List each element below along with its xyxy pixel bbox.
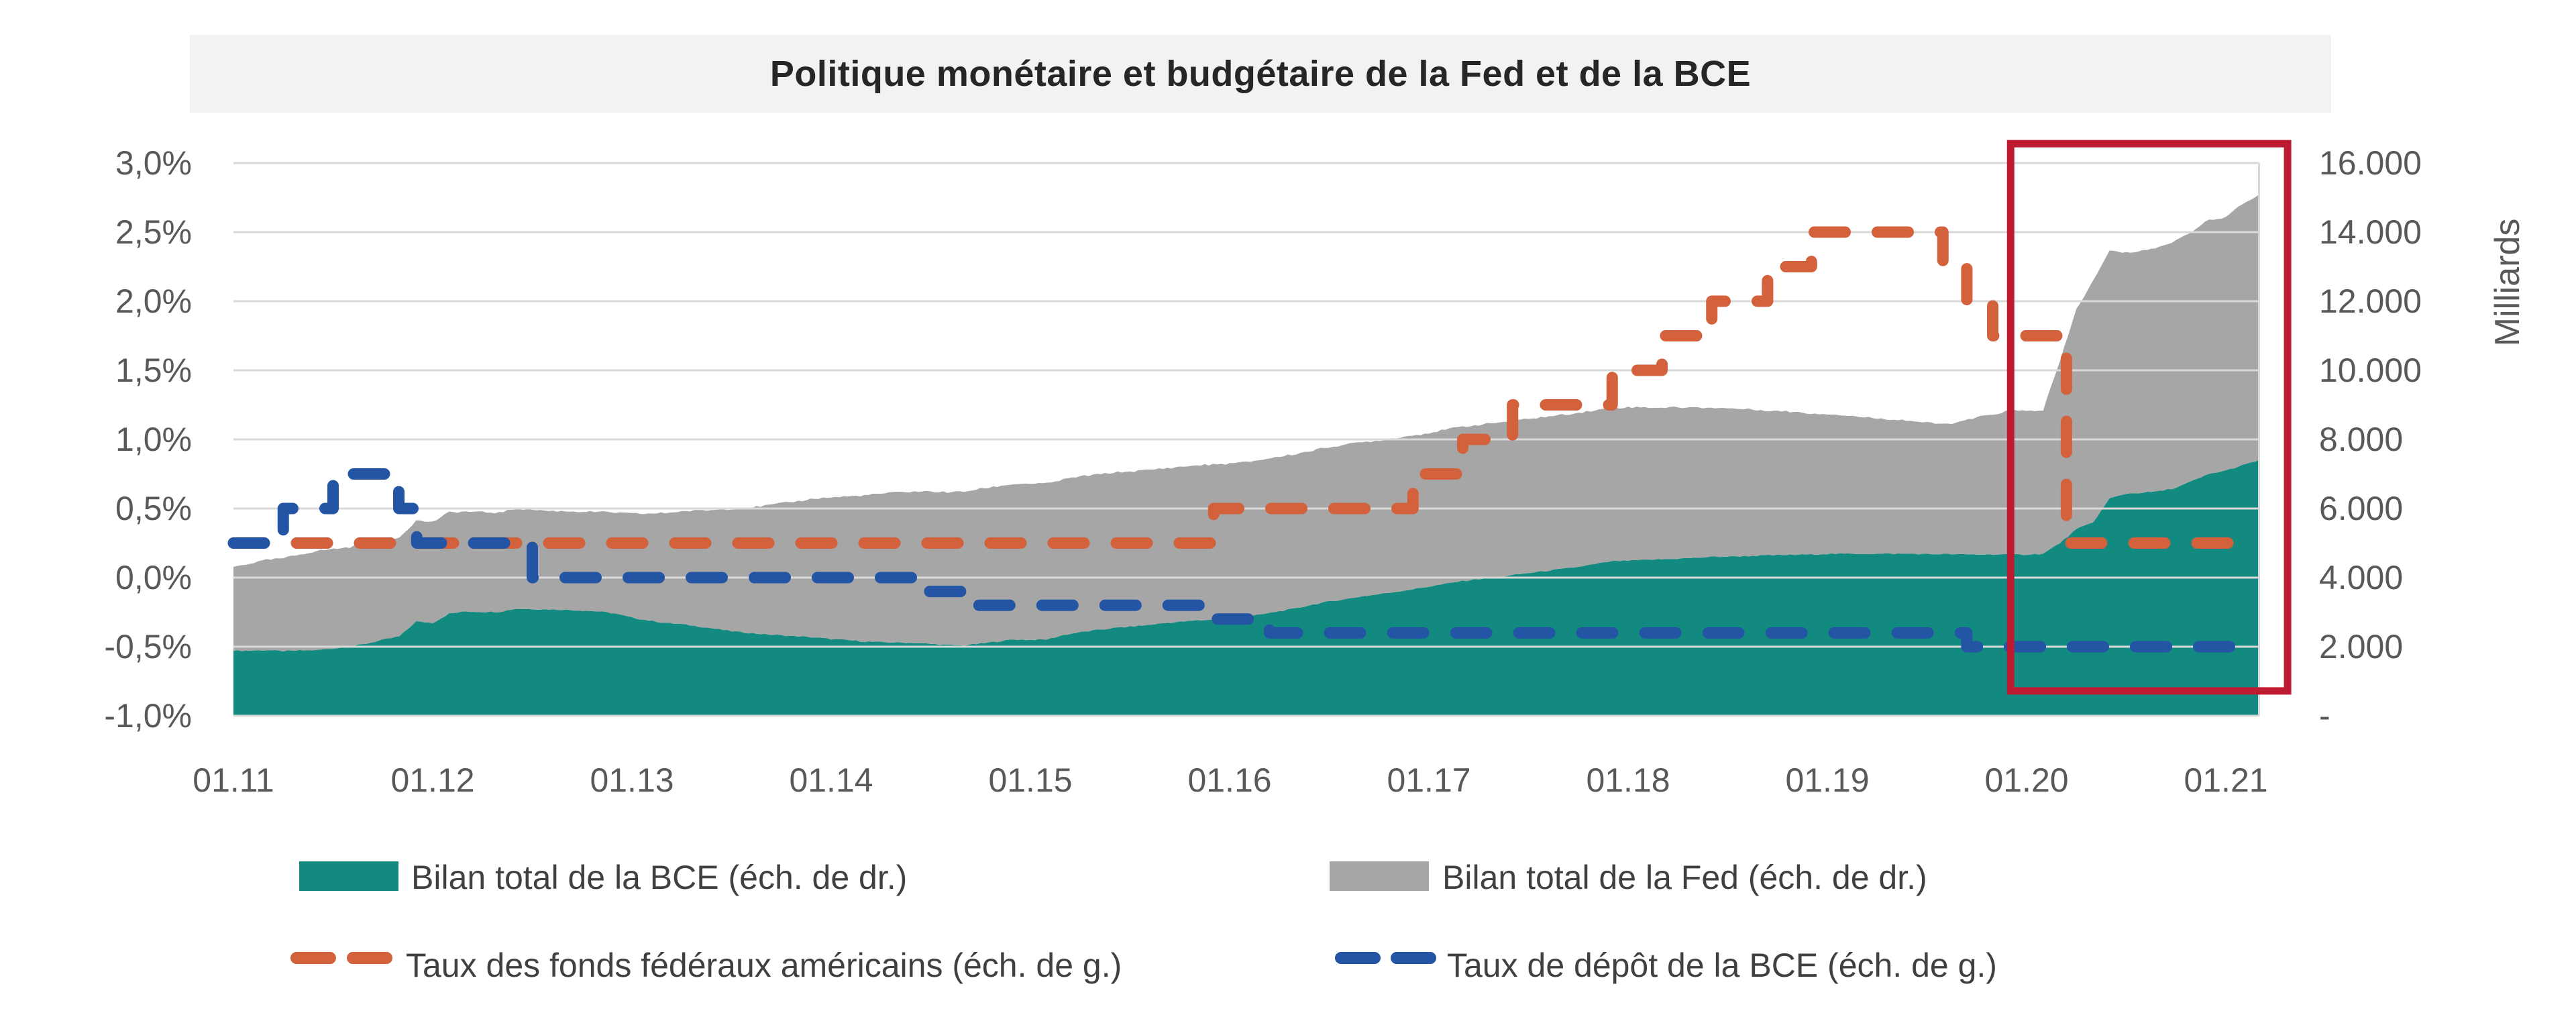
y-left-tick: 2,0% bbox=[115, 282, 192, 320]
x-tick: 01.17 bbox=[1387, 761, 1471, 799]
y-right-tick: 12.000 bbox=[2319, 282, 2422, 320]
x-tick: 01.18 bbox=[1586, 761, 1670, 799]
fed-rate-dash-icon bbox=[290, 952, 336, 964]
x-tick: 01.13 bbox=[590, 761, 674, 799]
legend-label-fed-area: Bilan total de la Fed (éch. de dr.) bbox=[1442, 859, 1927, 896]
y-left-tick: 1,0% bbox=[115, 421, 192, 458]
y-right-tick: 16.000 bbox=[2319, 144, 2422, 182]
x-tick: 01.19 bbox=[1785, 761, 1870, 799]
x-tick: 01.12 bbox=[390, 761, 475, 799]
y-left-tick: 1,5% bbox=[115, 352, 192, 389]
bce-rate-dash-icon bbox=[1391, 952, 1436, 964]
x-tick: 01.14 bbox=[789, 761, 873, 799]
fed-balance-area bbox=[233, 194, 2259, 652]
y-right-tick: 14.000 bbox=[2319, 213, 2422, 251]
highlight-box-2020 bbox=[2006, 140, 2292, 695]
y-left-tick: -0,5% bbox=[104, 628, 192, 665]
y-right-tick: - bbox=[2319, 697, 2330, 735]
y-right-tick: 8.000 bbox=[2319, 421, 2404, 458]
y-right-tick: 10.000 bbox=[2319, 352, 2422, 389]
fed-funds-rate-line bbox=[227, 226, 2265, 549]
y-right-tick: 4.000 bbox=[2319, 559, 2404, 596]
y-left-tick: 0,0% bbox=[115, 559, 192, 596]
right-axis-title: Milliards bbox=[2488, 218, 2527, 347]
y-left-tick: 0,5% bbox=[115, 490, 192, 527]
y-left-tick: 2,5% bbox=[115, 213, 192, 251]
x-tick: 01.20 bbox=[1984, 761, 2069, 799]
y-left-tick: -1,0% bbox=[104, 697, 192, 735]
fed-area-swatch-icon bbox=[1330, 861, 1429, 891]
bce-rate-dash-icon bbox=[1335, 952, 1381, 964]
x-tick: 01.21 bbox=[2184, 761, 2268, 799]
legend-label-bce-rate: Taux de dépôt de la BCE (éch. de g.) bbox=[1447, 947, 1997, 984]
bce-area-swatch-icon bbox=[299, 861, 398, 891]
x-tick: 01.15 bbox=[988, 761, 1073, 799]
y-right-tick: 2.000 bbox=[2319, 628, 2404, 665]
legend-label-fed-rate: Taux des fonds fédéraux américains (éch.… bbox=[406, 947, 1122, 984]
y-right-tick: 6.000 bbox=[2319, 490, 2404, 527]
y-left-tick: 3,0% bbox=[115, 144, 192, 182]
bce-deposit-rate-line bbox=[227, 468, 2265, 653]
x-tick: 01.16 bbox=[1187, 761, 1272, 799]
bce-balance-area bbox=[233, 460, 2259, 716]
chart-title-band: Politique monétaire et budgétaire de la … bbox=[190, 35, 2331, 113]
legend-label-bce-area: Bilan total de la BCE (éch. de dr.) bbox=[411, 859, 908, 896]
chart-title: Politique monétaire et budgétaire de la … bbox=[769, 54, 1752, 94]
x-tick: 01.11 bbox=[193, 761, 274, 799]
fed-rate-dash-icon bbox=[347, 952, 392, 964]
